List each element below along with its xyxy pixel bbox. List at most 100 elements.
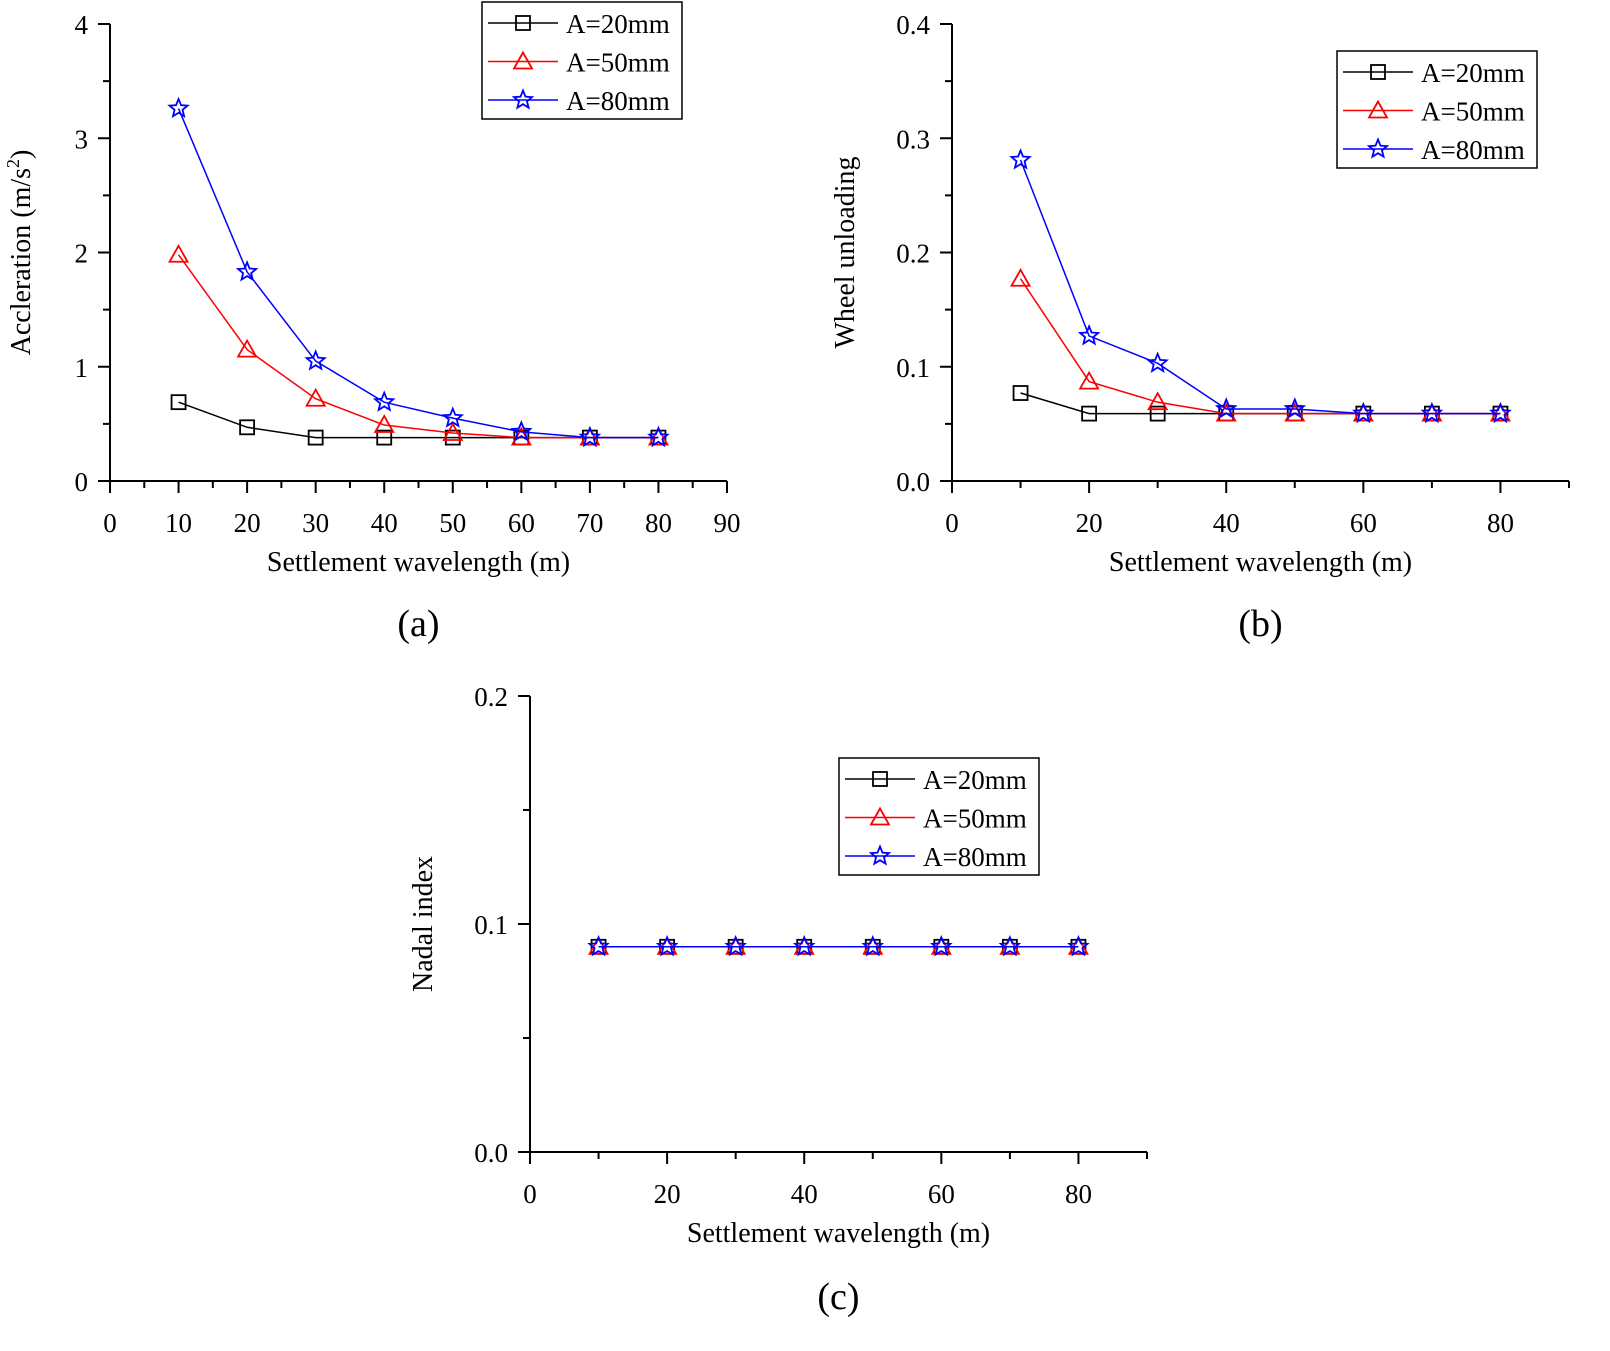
legend-label-A80: A=80mm (923, 842, 1027, 872)
data-point-A50 (373, 414, 395, 433)
data-point-A80 (372, 390, 396, 412)
legend-label-A50: A=50mm (923, 804, 1027, 834)
data-point-A50 (793, 935, 815, 955)
data-point-A80 (998, 934, 1022, 957)
y-tick-label: 0.0 (474, 1138, 508, 1168)
star-icon (868, 844, 892, 866)
x-tick-label: 50 (439, 508, 466, 538)
star-icon (511, 88, 535, 110)
panel-label: (c) (817, 1276, 859, 1318)
y-tick-label: 0.2 (474, 682, 508, 712)
data-point-A50 (725, 935, 747, 955)
chart-panel-a: 0 10 20 30 40 50 60 70 80 90 0 1 2 3 4 Settlement wavel… (3, 1, 741, 645)
y-axis-title: Accleration (m/s2) (3, 150, 37, 356)
data-point-A80 (1489, 401, 1512, 424)
x-tick-label: 40 (371, 508, 398, 538)
y-axis-title: Nadal index (408, 856, 439, 992)
data-point-A50 (930, 935, 952, 955)
legend-label-A80: A=80mm (1421, 135, 1525, 165)
data-point-A80 (861, 934, 885, 957)
data-point-A50 (1489, 402, 1511, 422)
data-point-A80 (510, 419, 533, 442)
data-point-A80 (587, 934, 610, 957)
data-point-A50 (647, 426, 669, 446)
x-tick-label: 10 (165, 508, 192, 538)
square-icon (872, 771, 888, 787)
y-axis-title-sup: 2 (3, 159, 23, 168)
x-tick-label: 20 (234, 508, 261, 538)
y-axis-title: Wheel unloading (830, 156, 861, 348)
x-axis-title: Settlement wavelength (m) (267, 547, 570, 578)
data-point-A80 (1009, 148, 1032, 170)
data-point-A80 (304, 349, 327, 371)
y-tick-label: 3 (75, 124, 89, 154)
y-tick-label: 0.0 (896, 467, 930, 497)
data-point-A20 (1012, 385, 1029, 401)
data-point-A80 (1214, 397, 1238, 419)
x-tick-label: 40 (791, 1179, 818, 1209)
x-tick-label: 90 (714, 508, 741, 538)
y-tick-label: 1 (75, 353, 89, 383)
data-point-A20 (170, 394, 187, 411)
legend-label-A50: A=50mm (1421, 97, 1525, 127)
triangle-icon (869, 806, 891, 826)
y-axis-title-tail: ) (6, 150, 37, 159)
x-tick-label: 70 (576, 508, 603, 538)
data-point-A20 (376, 429, 393, 446)
data-point-A50 (168, 243, 190, 263)
data-point-A80 (1420, 401, 1444, 424)
y-tick-label: 0.3 (896, 124, 930, 154)
x-tick-label: 0 (945, 508, 959, 538)
data-point-A80 (724, 934, 747, 957)
square-icon (1370, 64, 1386, 80)
series-line-A50 (177, 254, 659, 439)
x-tick-label: 80 (1487, 508, 1514, 538)
data-point-A80 (792, 934, 816, 957)
data-point-A50 (1067, 935, 1089, 955)
y-tick-label: 4 (75, 10, 89, 40)
legend-label-A20: A=20mm (1421, 58, 1525, 88)
y-tick-label: 0 (75, 467, 89, 497)
data-point-A80 (930, 934, 953, 957)
panel-label: (b) (1238, 603, 1282, 645)
data-point-A80 (1352, 401, 1375, 424)
data-point-A80 (235, 260, 259, 282)
legend: A=20mm A=50mm A=80mm (481, 1, 683, 120)
data-point-A50 (236, 338, 258, 358)
x-axis-title: Settlement wavelength (m) (1109, 547, 1412, 578)
panel-label: (a) (397, 603, 439, 645)
x-tick-label: 0 (523, 1179, 537, 1209)
series-line-A80 (177, 108, 659, 439)
x-axis-title: Settlement wavelength (m) (687, 1218, 990, 1249)
data-point-A80 (647, 425, 670, 448)
data-point-A80 (1077, 324, 1101, 346)
triangle-icon (1367, 99, 1389, 119)
x-tick-label: 20 (1076, 508, 1103, 538)
data-point-A20 (1149, 405, 1166, 422)
triangle-icon (512, 50, 534, 70)
data-point-A50 (1078, 370, 1100, 390)
x-tick-label: 80 (1065, 1179, 1092, 1209)
data-point-A80 (167, 96, 190, 119)
x-tick-label: 20 (654, 1179, 681, 1209)
data-point-A20 (1081, 405, 1098, 422)
star-icon (1366, 137, 1390, 159)
legend-label-A20: A=20mm (566, 9, 670, 39)
data-point-A50 (1421, 402, 1443, 422)
data-point-A20 (239, 419, 256, 436)
data-point-A50 (442, 422, 464, 441)
y-axis-title-main: Wheel unloading (830, 156, 861, 348)
series-line-A80 (1019, 159, 1501, 415)
data-point-A80 (1146, 351, 1169, 373)
x-tick-label: 60 (1350, 508, 1377, 538)
data-point-A50 (588, 935, 610, 955)
legend-label-A20: A=20mm (923, 765, 1027, 795)
data-point-A80 (655, 934, 679, 957)
data-point-A80 (441, 406, 465, 428)
chart-panel-c: 0 20 40 60 80 0.0 0.1 0.2 Settlement wavelength … (408, 682, 1148, 1318)
data-point-A80 (1283, 397, 1307, 419)
data-point-A20 (307, 429, 324, 446)
y-tick-label: 0.4 (896, 10, 930, 40)
y-tick-label: 0.1 (896, 353, 930, 383)
